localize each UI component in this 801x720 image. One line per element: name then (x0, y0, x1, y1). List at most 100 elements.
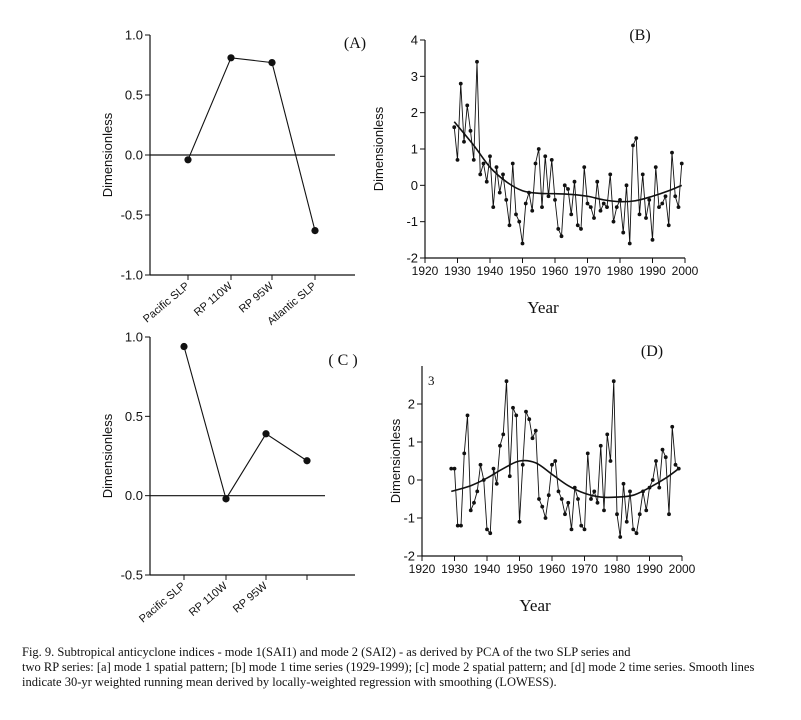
data-point (566, 187, 570, 191)
data-point (462, 139, 466, 144)
data-point (657, 485, 662, 490)
data-point (608, 172, 613, 177)
x-tick-label: 1980 (604, 562, 631, 576)
data-point (582, 165, 587, 170)
data-point (601, 201, 606, 206)
data-point (533, 161, 538, 166)
chart-panel-d: 2 1 0 -1 -2 Dimensionless (D) 1920 1930 1940 1950 1… (388, 343, 696, 615)
panel-label: (B) (629, 27, 650, 44)
data-point (582, 527, 587, 532)
data-point (644, 508, 649, 513)
data-point (556, 227, 561, 231)
data-point (654, 459, 658, 463)
y-tick-label: 3 (411, 69, 418, 84)
data-point (504, 197, 509, 202)
data-point (595, 500, 600, 505)
data-point (647, 197, 652, 202)
data-point (543, 154, 548, 159)
caption-head: Fig. 9. Subtropical anticyclone indices … (22, 645, 631, 659)
y-axis-label: Dimensionless (100, 112, 115, 197)
figure-caption: Fig. 9. Subtropical anticyclone indices … (22, 645, 782, 690)
y-tick-label: -1.0 (121, 268, 143, 283)
data-point (615, 512, 619, 517)
data-point (640, 172, 645, 177)
figure-9: 1.0 0.5 0.0 -0.5 -1.0 Dimensionless (A) Pacific… (100, 27, 699, 626)
data-point (472, 500, 476, 505)
y-tick-label: 0.5 (125, 409, 143, 424)
data-point (491, 205, 496, 210)
x-tick-label: 2000 (669, 562, 696, 576)
data-point (498, 443, 502, 448)
data-point (262, 430, 270, 438)
data-point (637, 212, 642, 217)
data-point (624, 183, 629, 188)
data-point (576, 497, 580, 501)
x-tick-label: RP 95W (237, 280, 276, 316)
data-point (650, 478, 655, 482)
data-point (524, 409, 528, 414)
data-point (634, 136, 639, 141)
x-tick-label: RP 110W (192, 280, 235, 319)
y-tick-label: -0.5 (121, 568, 143, 583)
data-point (546, 194, 551, 199)
data-point (514, 212, 518, 217)
data-point (481, 161, 486, 166)
caption-body: two RP series: [a] mode 1 spatial patter… (22, 660, 755, 689)
data-point (507, 474, 512, 479)
x-tick-label: 1950 (509, 264, 536, 278)
data-point (180, 342, 188, 351)
x-tick-label: 1920 (412, 264, 439, 278)
data-point (634, 531, 639, 536)
data-point (602, 508, 606, 513)
data-point (598, 443, 603, 448)
data-point (598, 208, 603, 213)
data-point (628, 489, 632, 494)
data-point (452, 125, 457, 130)
data-point (458, 81, 463, 86)
data-point (563, 512, 567, 517)
data-point (618, 535, 623, 539)
data-point (624, 519, 629, 524)
data-point (650, 237, 655, 242)
data-point (553, 459, 558, 463)
data-point (663, 194, 668, 199)
data-point (660, 447, 665, 452)
y-tick-label: 4 (411, 33, 418, 48)
data-point (673, 194, 678, 199)
data-point (497, 190, 502, 195)
data-point (572, 179, 577, 184)
data-point (468, 508, 473, 513)
data-point (523, 201, 528, 206)
data-point (494, 165, 499, 170)
chart-panel-c: 1.0 0.5 0.0 -0.5 Dimensionless ( C ) Pacific S… (100, 330, 358, 626)
data-point (670, 424, 675, 429)
data-point (488, 531, 493, 536)
data-point (455, 523, 460, 528)
data-point (478, 462, 483, 467)
data-point (517, 219, 522, 224)
data-point (579, 523, 584, 528)
data-point (501, 172, 505, 177)
data-point (303, 457, 311, 465)
series-line (453, 61, 683, 244)
data-point (520, 462, 525, 467)
data-point (530, 208, 535, 213)
data-point (657, 205, 661, 210)
y-tick-label: 1 (411, 142, 418, 157)
y-tick-label: -1 (406, 214, 418, 229)
y-tick-label: 0.5 (125, 88, 143, 103)
data-point (585, 201, 590, 206)
data-point (605, 205, 609, 210)
y-axis-label: Dimensionless (388, 418, 403, 503)
x-tick-label: 1990 (636, 562, 663, 576)
data-point (676, 205, 681, 210)
data-point (631, 143, 635, 148)
data-point (653, 165, 658, 170)
data-point (670, 150, 674, 155)
data-point (455, 158, 460, 162)
data-point (663, 455, 668, 460)
y-axis-label: Dimensionless (371, 106, 386, 191)
x-tick-label: 1930 (441, 562, 468, 576)
data-point (488, 154, 492, 159)
data-point (478, 172, 483, 177)
